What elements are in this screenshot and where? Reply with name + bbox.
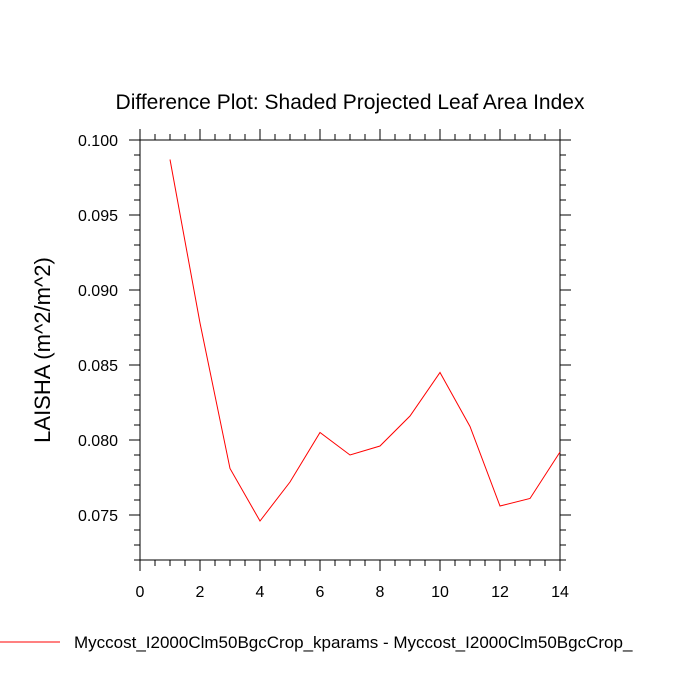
legend: Myccost_I2000Clm50BgcCrop_kparams - Mycc… bbox=[0, 633, 633, 652]
x-tick-label: 14 bbox=[551, 584, 569, 601]
y-tick-label: 0.090 bbox=[78, 283, 118, 300]
x-tick-label: 10 bbox=[431, 584, 449, 601]
series-layer bbox=[169, 159, 561, 522]
chart-title: Difference Plot: Shaded Projected Leaf A… bbox=[116, 91, 585, 114]
y-axis-tick-labels: 0.075 0.080 0.085 0.090 0.095 0.100 bbox=[78, 133, 118, 525]
x-tick-label: 0 bbox=[136, 584, 145, 601]
y-tick-label: 0.080 bbox=[78, 433, 118, 450]
x-tick-label: 12 bbox=[491, 584, 509, 601]
y-axis-label: LAISHA (m^2/m^2) bbox=[30, 257, 55, 443]
plot-area bbox=[129, 129, 571, 571]
x-tick-label: 6 bbox=[316, 584, 325, 601]
x-axis-tick-labels: 0 2 4 6 8 10 12 14 bbox=[136, 584, 569, 601]
x-tick-label: 2 bbox=[196, 584, 205, 601]
y-tick-label: 0.095 bbox=[78, 208, 118, 225]
y-tick-label: 0.085 bbox=[78, 358, 118, 375]
axis-ticks bbox=[129, 129, 571, 571]
y-tick-label: 0.075 bbox=[78, 508, 118, 525]
series-line bbox=[169, 159, 561, 522]
y-tick-label: 0.100 bbox=[78, 133, 118, 150]
legend-label: Myccost_I2000Clm50BgcCrop_kparams - Mycc… bbox=[74, 633, 633, 652]
x-tick-label: 8 bbox=[376, 584, 385, 601]
x-tick-label: 4 bbox=[256, 584, 265, 601]
